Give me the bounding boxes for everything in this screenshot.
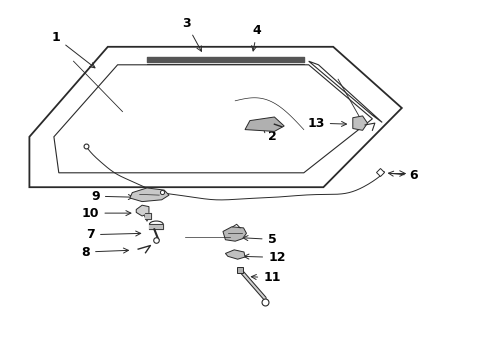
Polygon shape <box>353 116 368 130</box>
Polygon shape <box>130 188 169 202</box>
Polygon shape <box>225 250 245 259</box>
Text: 2: 2 <box>263 127 276 143</box>
Text: 4: 4 <box>252 24 262 51</box>
Polygon shape <box>136 205 149 216</box>
Text: 6: 6 <box>389 169 418 182</box>
Text: 8: 8 <box>81 246 128 258</box>
Text: 12: 12 <box>244 251 286 264</box>
Text: 9: 9 <box>91 190 133 203</box>
Polygon shape <box>223 227 246 241</box>
Text: 1: 1 <box>52 31 95 68</box>
Text: 10: 10 <box>82 207 131 220</box>
Text: 11: 11 <box>251 271 281 284</box>
Text: 5: 5 <box>243 233 276 246</box>
Text: 3: 3 <box>182 17 201 51</box>
Text: 13: 13 <box>307 117 346 130</box>
Polygon shape <box>245 117 284 131</box>
Text: 7: 7 <box>86 228 141 241</box>
